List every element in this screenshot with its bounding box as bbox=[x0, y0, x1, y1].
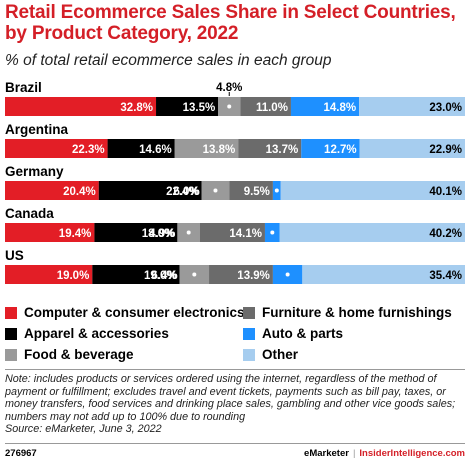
data-label: 13.9% bbox=[237, 270, 270, 282]
data-label: 18.0% bbox=[142, 228, 175, 240]
data-label: 9.5% bbox=[244, 186, 270, 198]
legend-label: Computer & consumer electronics bbox=[24, 305, 245, 320]
small-segment-marker bbox=[192, 272, 197, 277]
bar-segment bbox=[359, 97, 465, 116]
bar-segment bbox=[5, 97, 157, 116]
legend-item: Apparel & accessories bbox=[5, 326, 169, 341]
category-label: Brazil bbox=[5, 80, 42, 95]
legend-swatch bbox=[5, 348, 17, 361]
brand-insider-intelligence: InsiderIntelligence.com bbox=[359, 448, 465, 459]
category-label: Canada bbox=[5, 206, 54, 221]
data-label: 14.1% bbox=[229, 228, 262, 240]
data-label: 13.8% bbox=[203, 144, 236, 156]
bar-segment bbox=[240, 97, 291, 116]
bar-segment bbox=[199, 223, 265, 242]
legend-label: Apparel & accessories bbox=[24, 326, 169, 341]
data-label: 22.3% bbox=[72, 144, 105, 156]
bar-segment bbox=[238, 139, 302, 158]
legend-item: Other bbox=[243, 347, 298, 362]
footer: 276967 eMarketer | InsiderIntelligence.com bbox=[5, 448, 465, 462]
note-text: Note: includes products or services orde… bbox=[5, 373, 456, 423]
bar-segment bbox=[156, 97, 219, 116]
brand-separator: | bbox=[352, 448, 356, 459]
bar-segment bbox=[209, 265, 273, 284]
small-segment-marker bbox=[274, 188, 279, 193]
bar-segment bbox=[359, 139, 465, 158]
bar-segment bbox=[107, 139, 175, 158]
legend-label: Furniture & home furnishings bbox=[262, 305, 452, 320]
legend-swatch bbox=[5, 327, 17, 340]
bar-segment bbox=[5, 139, 108, 158]
data-label: 12.7% bbox=[324, 144, 357, 156]
small-segment-marker bbox=[285, 272, 290, 277]
legend-swatch bbox=[243, 348, 255, 361]
data-label: 40.2% bbox=[429, 228, 462, 240]
data-label: 19.4% bbox=[59, 228, 92, 240]
small-segment-marker bbox=[270, 230, 275, 235]
chart-legend: Computer & consumer electronics Furnitur… bbox=[5, 305, 465, 365]
data-label: 35.4% bbox=[429, 270, 462, 282]
legend-item: Food & beverage bbox=[5, 347, 134, 362]
chart-id: 276967 bbox=[5, 448, 37, 459]
bar-segment bbox=[174, 139, 239, 158]
legend-swatch bbox=[5, 306, 17, 319]
bar-segment bbox=[301, 139, 360, 158]
bar-segment bbox=[279, 223, 465, 242]
data-label: 23.0% bbox=[429, 102, 462, 114]
bar-segment bbox=[98, 181, 202, 200]
data-label: 13.7% bbox=[266, 144, 299, 156]
legend-item: Furniture & home furnishings bbox=[243, 305, 452, 320]
data-label: 13.5% bbox=[183, 102, 216, 114]
legend-item: Auto & parts bbox=[243, 326, 343, 341]
data-label: 20.4% bbox=[63, 186, 96, 198]
data-label: 4.8% bbox=[216, 82, 242, 94]
data-label: 22.4% bbox=[166, 186, 199, 198]
legend-label: Food & beverage bbox=[24, 347, 134, 362]
data-label: 19.0% bbox=[57, 270, 90, 282]
legend-swatch bbox=[243, 327, 255, 340]
brand: eMarketer | InsiderIntelligence.com bbox=[304, 448, 465, 459]
source-text: Source: eMarketer, June 3, 2022 bbox=[5, 423, 162, 436]
data-label: 6.4% bbox=[151, 270, 177, 282]
divider-top bbox=[5, 369, 465, 370]
data-label: 6.0% bbox=[173, 186, 199, 198]
bar-segment bbox=[229, 181, 273, 200]
chart-subtitle: % of total retail ecommerce sales in eac… bbox=[5, 52, 332, 69]
small-segment-marker bbox=[186, 230, 191, 235]
stacked-bar-chart: Brazil 32.8% 13.5%4.8% 11.0% 14.8% 23.0% Argen… bbox=[5, 80, 465, 284]
small-segment-marker bbox=[227, 104, 232, 109]
data-label: 4.9% bbox=[149, 228, 175, 240]
category-label: US bbox=[5, 248, 24, 263]
legend-label: Auto & parts bbox=[262, 326, 343, 341]
divider-bottom bbox=[5, 443, 465, 444]
data-label: 22.9% bbox=[429, 144, 462, 156]
bar-segment bbox=[92, 265, 180, 284]
bar-segment bbox=[5, 265, 93, 284]
chart-title: Retail Ecommerce Sales Share in Select C… bbox=[5, 2, 456, 44]
category-label: Argentina bbox=[5, 122, 68, 137]
bar-segment bbox=[302, 265, 465, 284]
data-label: 19.0% bbox=[144, 270, 177, 282]
brand-emarketer: eMarketer bbox=[304, 448, 349, 459]
data-label: 14.6% bbox=[139, 144, 172, 156]
category-label: Germany bbox=[5, 164, 64, 179]
data-label: 40.1% bbox=[429, 186, 462, 198]
data-label: 11.0% bbox=[256, 102, 288, 114]
bar-segment bbox=[290, 97, 360, 116]
data-label: 14.8% bbox=[323, 102, 356, 114]
legend-label: Other bbox=[262, 347, 299, 362]
bar-segment bbox=[94, 223, 178, 242]
bar-segment bbox=[5, 181, 99, 200]
legend-item: Computer & consumer electronics bbox=[5, 305, 245, 320]
legend-swatch bbox=[243, 306, 255, 319]
bar-segment bbox=[280, 181, 465, 200]
chart-notes: Note: includes products or services orde… bbox=[5, 373, 465, 436]
bar-segment bbox=[5, 223, 95, 242]
data-label: 32.8% bbox=[120, 102, 153, 114]
small-segment-marker bbox=[213, 188, 218, 193]
